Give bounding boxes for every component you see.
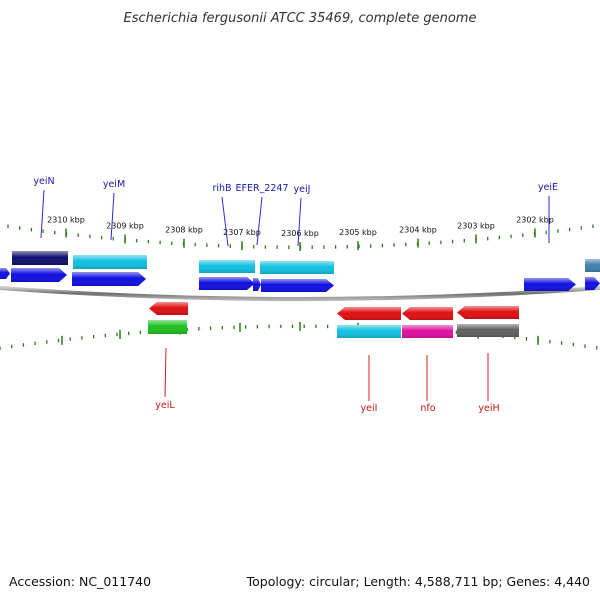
- cds-feature-yeiM[interactable]: [72, 272, 146, 286]
- scale-tick-label: 2302 kbp: [516, 216, 554, 225]
- scale-tick-label: 2304 kbp: [399, 226, 437, 235]
- gene-label-rihB[interactable]: rihB: [212, 183, 231, 194]
- gene-feature-yeiJ[interactable]: [260, 261, 334, 274]
- gene-label-leader: [256, 196, 263, 246]
- scale-tick-label: 2307 kbp: [223, 228, 261, 237]
- gene-label-leader: [164, 347, 167, 398]
- scale-tick-label: 2306 kbp: [281, 229, 319, 238]
- gene-feature-yeiI[interactable]: [337, 325, 401, 338]
- gene-label-yeiN[interactable]: yeiN: [33, 176, 54, 187]
- genome-backbone: [0, 286, 600, 301]
- scale-tick-label: 2310 kbp: [47, 216, 85, 225]
- cds-feature-nfo[interactable]: [402, 307, 453, 320]
- gene-label-EFER_2247[interactable]: EFER_2247: [236, 183, 289, 194]
- gene-feature-yeiH[interactable]: [457, 324, 519, 337]
- gene-label-yeiE[interactable]: yeiE: [538, 182, 558, 193]
- map-title: Escherichia fergusonii ATCC 35469, compl…: [124, 11, 477, 26]
- cds-feature-yeiI[interactable]: [337, 307, 401, 320]
- scale-tick-label: 2308 kbp: [165, 226, 203, 235]
- cds-feature-yeiJ[interactable]: [261, 279, 334, 292]
- gene-feature-rihB[interactable]: [199, 260, 255, 273]
- scale-ticks-outer: 2310 kbp 2309 kbp 2308 kbp 2307 kbp 2306 kbp…: [7, 216, 594, 251]
- gene-feature-partial[interactable]: [585, 259, 600, 272]
- gene-label-leader: [110, 192, 115, 241]
- cds-feature-yeiL[interactable]: [149, 302, 188, 315]
- gene-label-leader: [40, 189, 45, 239]
- gene-feature-yeiM[interactable]: [73, 255, 147, 269]
- cds-feature-forward[interactable]: [0, 268, 10, 279]
- cds-feature-EFER_2247[interactable]: [253, 278, 261, 291]
- scale-tick-label: 2305 kbp: [339, 228, 377, 237]
- gene-label-yeiL[interactable]: yeiL: [155, 400, 175, 411]
- gene-label-yeiM[interactable]: yeiM: [103, 179, 125, 190]
- gene-label-nfo[interactable]: nfo: [420, 403, 435, 414]
- gene-feature-yeiN[interactable]: [12, 251, 68, 265]
- gene-feature-yeiL[interactable]: [148, 320, 187, 334]
- cds-feature-partial[interactable]: [585, 277, 600, 290]
- feature-tracks: [0, 251, 600, 338]
- cds-feature-yeiH[interactable]: [457, 306, 519, 319]
- gene-label-leader: [297, 197, 302, 247]
- gene-label-yeiI[interactable]: yeiI: [361, 403, 378, 414]
- gene-label-leader: [221, 196, 229, 247]
- genome-summary-text: Topology: circular; Length: 4,588,711 bp…: [246, 574, 590, 589]
- cds-feature-yeiN[interactable]: [11, 268, 67, 282]
- scale-tick-label: 2303 kbp: [457, 221, 495, 230]
- scale-tick-label: 2309 kbp: [106, 222, 144, 231]
- cds-feature-yeiE[interactable]: [524, 278, 576, 291]
- gene-label-yeiH[interactable]: yeiH: [478, 403, 499, 414]
- gene-labels: yeiN yeiM rihB EFER_2247 yeiJ yeiE yeiL yeiI nfo…: [33, 176, 558, 414]
- gene-label-yeiJ[interactable]: yeiJ: [294, 184, 311, 195]
- cds-feature-rihB[interactable]: [199, 277, 255, 290]
- accession-text: Accession: NC_011740: [9, 574, 151, 589]
- gene-feature-nfo[interactable]: [402, 325, 453, 338]
